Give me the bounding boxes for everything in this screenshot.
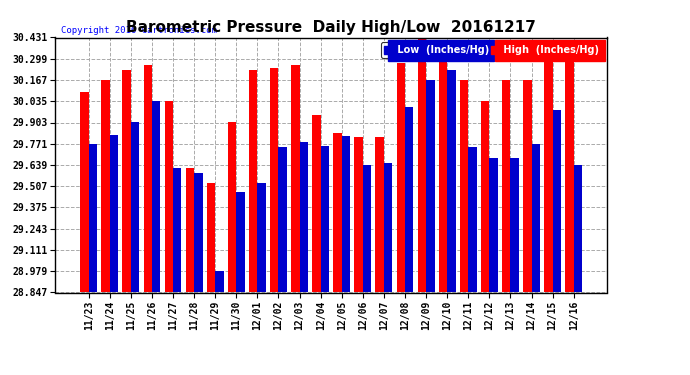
Bar xyxy=(363,165,371,292)
Bar xyxy=(481,101,489,292)
Text: Copyright 2016 Cartronics.com: Copyright 2016 Cartronics.com xyxy=(61,26,217,35)
Bar xyxy=(215,271,224,292)
Bar xyxy=(565,59,573,292)
Bar xyxy=(469,147,477,292)
Bar xyxy=(417,38,426,292)
Bar xyxy=(342,136,351,292)
Bar xyxy=(152,101,160,292)
Bar xyxy=(131,123,139,292)
Bar xyxy=(447,70,455,292)
Bar xyxy=(405,107,413,292)
Bar xyxy=(489,158,497,292)
Bar xyxy=(511,158,519,292)
Bar xyxy=(257,183,266,292)
Bar xyxy=(207,183,215,292)
Bar xyxy=(122,70,131,292)
Bar xyxy=(144,65,152,292)
Bar xyxy=(291,65,299,292)
Bar xyxy=(544,49,553,292)
Bar xyxy=(426,80,435,292)
Bar xyxy=(228,123,236,292)
Bar xyxy=(194,173,203,292)
Bar xyxy=(553,110,561,292)
Bar xyxy=(439,59,447,292)
Bar xyxy=(165,101,173,292)
Bar xyxy=(249,70,257,292)
Bar xyxy=(384,163,393,292)
Bar xyxy=(299,142,308,292)
Bar xyxy=(279,147,287,292)
Bar xyxy=(236,192,245,292)
Bar xyxy=(355,138,363,292)
Bar xyxy=(173,168,181,292)
Bar xyxy=(312,115,321,292)
Bar xyxy=(460,80,469,292)
Bar xyxy=(186,168,194,292)
Bar xyxy=(321,146,329,292)
Bar xyxy=(333,133,342,292)
Bar xyxy=(80,92,89,292)
Bar xyxy=(502,80,511,292)
Bar xyxy=(101,80,110,292)
Bar xyxy=(397,63,405,292)
Legend:  Low  (Inches/Hg),  High  (Inches/Hg): Low (Inches/Hg), High (Inches/Hg) xyxy=(381,42,602,58)
Bar xyxy=(531,144,540,292)
Bar xyxy=(110,135,118,292)
Bar xyxy=(270,68,279,292)
Bar xyxy=(573,165,582,292)
Bar xyxy=(523,80,531,292)
Title: Barometric Pressure  Daily High/Low  20161217: Barometric Pressure Daily High/Low 20161… xyxy=(126,20,536,35)
Bar xyxy=(89,144,97,292)
Bar xyxy=(375,138,384,292)
